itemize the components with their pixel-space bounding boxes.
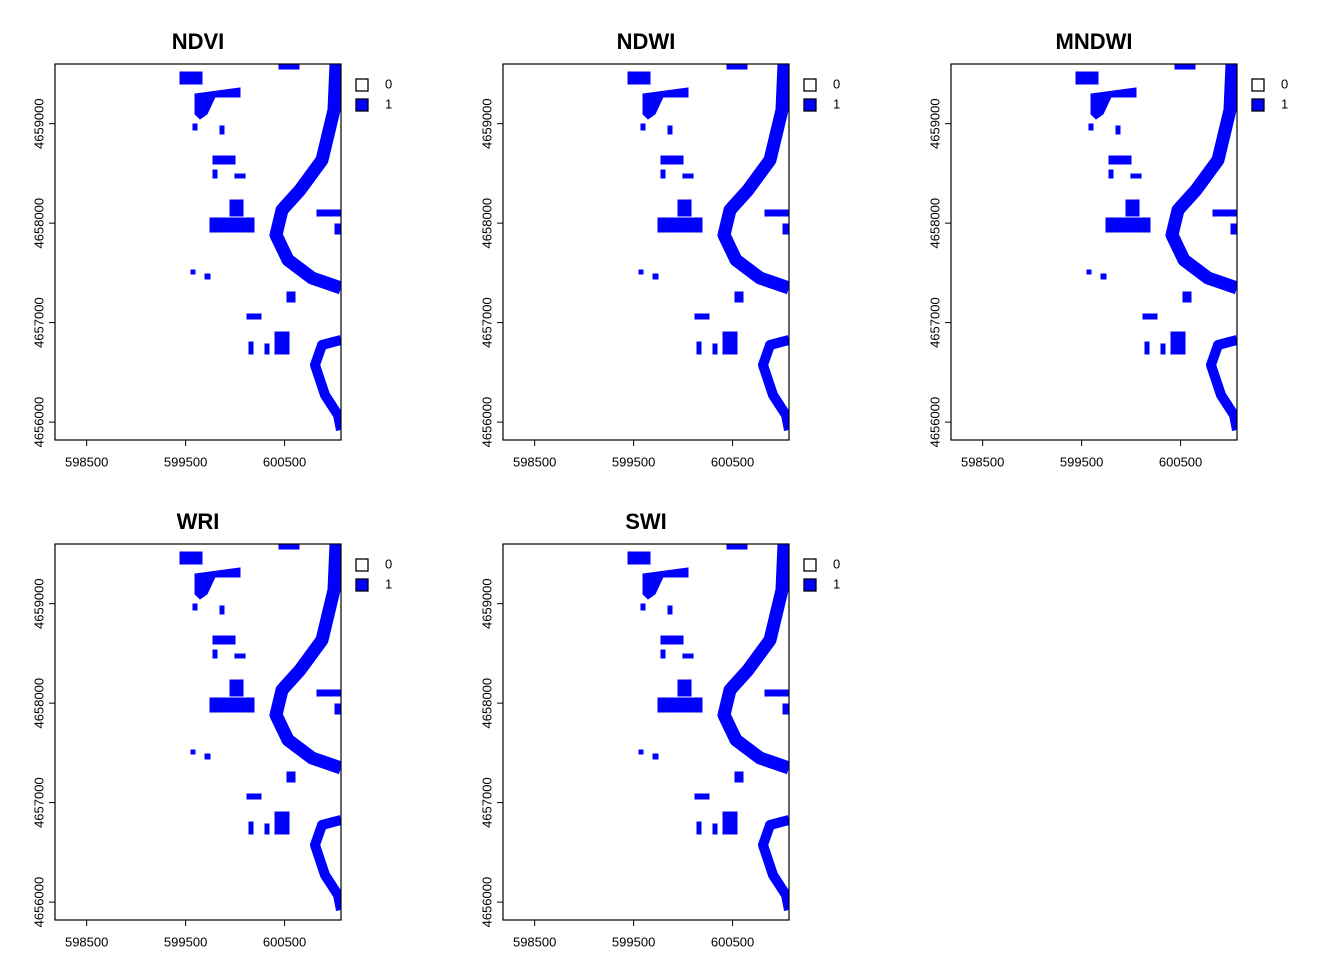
y-tick-label: 4659000 (927, 98, 942, 149)
legend-label: 1 (833, 96, 840, 111)
x-tick-label: 598500 (65, 934, 108, 949)
y-tick-label: 4656000 (479, 397, 494, 448)
legend-swatch (1251, 78, 1265, 92)
panel: WRI 598500 599500 600500 4656000 4657000 46580… (31, 509, 392, 950)
plot-frame (502, 543, 790, 921)
panel-title: NDVI (172, 29, 225, 54)
legend-swatch (1251, 98, 1265, 112)
y-tick-label: 4656000 (31, 397, 46, 448)
x-tick-label: 599500 (164, 454, 207, 469)
panel-title: MNDWI (1056, 29, 1133, 54)
water-cells (180, 544, 341, 910)
panel-title: NDWI (617, 29, 676, 54)
x-tick-label: 600500 (263, 934, 306, 949)
x-tick-label: 599500 (612, 454, 655, 469)
y-tick-label: 4658000 (927, 198, 942, 249)
y-tick-label: 4659000 (479, 578, 494, 629)
legend-label: 0 (833, 556, 840, 571)
panel-title: WRI (177, 509, 220, 534)
y-tick-label: 4658000 (479, 198, 494, 249)
x-tick-label: 600500 (263, 454, 306, 469)
x-tick-label: 598500 (513, 454, 556, 469)
water-cells (1076, 64, 1237, 430)
y-tick-label: 4659000 (31, 98, 46, 149)
y-tick-label: 4658000 (31, 678, 46, 729)
y-tick-label: 4656000 (31, 877, 46, 928)
y-tick-label: 4656000 (927, 397, 942, 448)
legend-label: 1 (1281, 96, 1288, 111)
legend-label: 1 (385, 576, 392, 591)
x-tick-label: 599500 (612, 934, 655, 949)
water-cells (180, 64, 341, 430)
panel: MNDWI 598500 599500 600500 4656000 4657000 465… (927, 29, 1288, 470)
x-tick-label: 600500 (711, 934, 754, 949)
plot-frame (54, 543, 342, 921)
legend-label: 0 (385, 76, 392, 91)
x-tick-label: 600500 (711, 454, 754, 469)
x-tick-label: 598500 (65, 454, 108, 469)
legend-label: 0 (1281, 76, 1288, 91)
plot-frame (54, 63, 342, 441)
water-cells (628, 64, 789, 430)
legend-label: 1 (833, 576, 840, 591)
water-cells (628, 544, 789, 910)
legend-swatch (803, 558, 817, 572)
plot-frame (502, 63, 790, 441)
y-tick-label: 4657000 (479, 297, 494, 348)
y-tick-label: 4658000 (31, 198, 46, 249)
panel-title: SWI (625, 509, 667, 534)
x-tick-label: 598500 (961, 454, 1004, 469)
y-tick-label: 4657000 (479, 777, 494, 828)
y-tick-label: 4656000 (479, 877, 494, 928)
x-tick-label: 599500 (1060, 454, 1103, 469)
x-tick-label: 599500 (164, 934, 207, 949)
y-tick-label: 4659000 (479, 98, 494, 149)
y-tick-label: 4657000 (31, 777, 46, 828)
y-tick-label: 4657000 (927, 297, 942, 348)
panel: NDVI 598500 599500 600500 4656000 4657000 4658… (31, 29, 392, 470)
y-tick-label: 4659000 (31, 578, 46, 629)
plot-frame (950, 63, 1238, 441)
y-tick-label: 4658000 (479, 678, 494, 729)
panel: SWI 598500 599500 600500 4656000 4657000 46580… (479, 509, 840, 950)
panel: NDWI 598500 599500 600500 4656000 4657000 4658… (479, 29, 840, 470)
legend-label: 1 (385, 96, 392, 111)
legend-label: 0 (833, 76, 840, 91)
y-tick-label: 4657000 (31, 297, 46, 348)
x-tick-label: 600500 (1159, 454, 1202, 469)
legend-swatch (355, 558, 369, 572)
legend-swatch (803, 98, 817, 112)
legend-swatch (803, 578, 817, 592)
legend-label: 0 (385, 556, 392, 571)
legend-swatch (355, 578, 369, 592)
legend-swatch (803, 78, 817, 92)
legend-swatch (355, 78, 369, 92)
legend-swatch (355, 98, 369, 112)
x-tick-label: 598500 (513, 934, 556, 949)
